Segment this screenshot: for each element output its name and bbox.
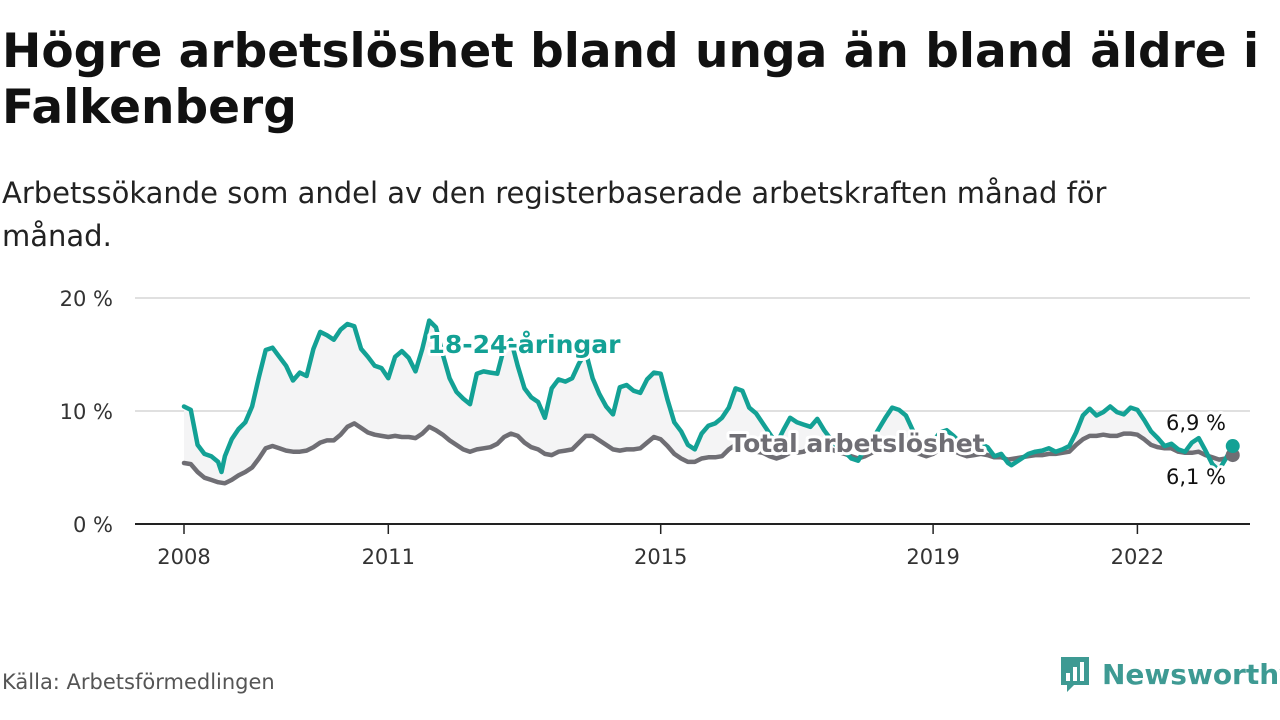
x-tick-label: 2022	[1111, 545, 1164, 569]
end-value-youth: 6,9 %	[1166, 411, 1226, 435]
series-lines	[181, 318, 1240, 486]
newsworthy-icon	[1061, 657, 1089, 692]
series-line-total	[181, 421, 1235, 486]
x-tick-label: 2011	[362, 545, 415, 569]
series-line-youth	[181, 318, 1235, 475]
y-tick-label: 0 %	[73, 513, 113, 537]
y-tick-label: 20 %	[60, 287, 113, 311]
chart-title: Högre arbetslöshet bland unga än bland ä…	[2, 24, 1260, 135]
end-value-total: 6,1 %	[1166, 465, 1226, 489]
brand-logo[interactable]: Newsworthy	[1058, 654, 1280, 694]
x-tick-label: 2015	[634, 545, 687, 569]
gap-band	[184, 320, 1233, 484]
brand-name: Newsworthy	[1102, 657, 1280, 691]
axes: 0 % 10 % 20 % 2008 2011 2015 2019 2022	[60, 287, 1250, 569]
end-dot-youth	[1225, 439, 1240, 454]
series-label-total: Total arbetslöshet	[729, 429, 984, 458]
source-note: Källa: Arbetsförmedlingen	[2, 670, 275, 694]
series-labels: 18-24-åringar Total arbetslöshet 6,9 % 6…	[425, 327, 1230, 492]
x-tick-label: 2019	[906, 545, 959, 569]
series-label-youth: 18-24-åringar	[428, 330, 622, 359]
y-tick-label: 10 %	[60, 400, 113, 424]
x-tick-label: 2008	[157, 545, 210, 569]
chart-subtitle: Arbetssökande som andel av den registerb…	[2, 176, 1107, 253]
